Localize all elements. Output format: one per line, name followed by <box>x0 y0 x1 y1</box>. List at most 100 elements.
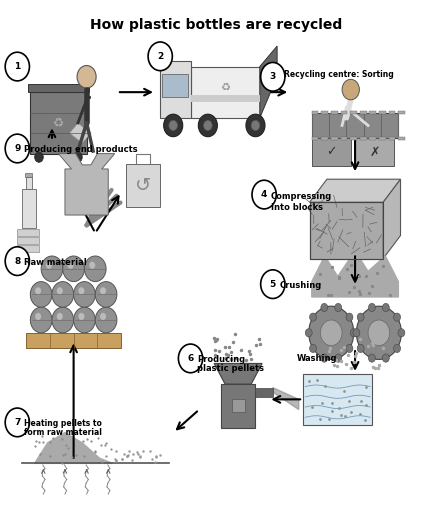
Circle shape <box>394 313 401 321</box>
Bar <box>360 137 367 140</box>
Bar <box>331 137 338 140</box>
Bar <box>126 164 160 207</box>
Circle shape <box>84 256 106 282</box>
Circle shape <box>89 262 95 269</box>
Text: ✓: ✓ <box>326 145 336 159</box>
Bar <box>255 388 273 397</box>
Circle shape <box>346 345 353 353</box>
Text: Compressing: Compressing <box>271 191 332 201</box>
Circle shape <box>198 114 217 137</box>
Bar <box>369 111 376 114</box>
Circle shape <box>357 313 364 321</box>
Circle shape <box>382 304 389 312</box>
Circle shape <box>35 152 43 162</box>
Text: Heating pellets to: Heating pellets to <box>24 419 102 428</box>
Circle shape <box>68 262 74 269</box>
Bar <box>321 137 328 140</box>
Circle shape <box>5 134 29 163</box>
Circle shape <box>57 287 63 294</box>
Bar <box>350 111 357 114</box>
Circle shape <box>342 79 359 100</box>
Circle shape <box>35 313 41 320</box>
Circle shape <box>5 247 29 275</box>
Bar <box>341 111 347 114</box>
Circle shape <box>357 345 364 353</box>
Bar <box>160 61 191 118</box>
Circle shape <box>310 345 317 353</box>
Text: 2: 2 <box>157 52 163 61</box>
Circle shape <box>164 114 183 137</box>
Circle shape <box>77 66 96 88</box>
Circle shape <box>30 282 52 307</box>
Bar <box>341 137 347 140</box>
Text: plastic pellets: plastic pellets <box>197 364 264 373</box>
Text: form raw material: form raw material <box>24 428 102 437</box>
Bar <box>379 137 386 140</box>
Circle shape <box>335 354 342 362</box>
Bar <box>22 189 36 228</box>
Polygon shape <box>312 251 398 297</box>
Circle shape <box>100 287 106 294</box>
Bar <box>369 137 376 140</box>
Text: Raw material: Raw material <box>24 258 87 267</box>
Circle shape <box>356 306 401 359</box>
Text: 7: 7 <box>14 418 20 427</box>
Text: ✗: ✗ <box>369 145 380 159</box>
Text: Crushing: Crushing <box>280 281 322 290</box>
Circle shape <box>169 120 178 131</box>
Bar <box>17 237 39 244</box>
Circle shape <box>368 320 390 346</box>
Circle shape <box>95 282 117 307</box>
Text: into blocks: into blocks <box>271 203 323 212</box>
Bar <box>398 137 405 140</box>
Circle shape <box>148 42 172 71</box>
Text: ♻: ♻ <box>220 82 230 92</box>
Circle shape <box>398 329 405 337</box>
Circle shape <box>78 313 84 320</box>
Text: 6: 6 <box>187 354 194 363</box>
Circle shape <box>353 329 360 337</box>
Circle shape <box>100 313 106 320</box>
Bar <box>232 399 245 412</box>
Circle shape <box>394 345 401 353</box>
Bar <box>379 111 386 114</box>
Circle shape <box>382 354 389 362</box>
Text: 9: 9 <box>14 144 20 153</box>
Circle shape <box>74 307 95 333</box>
Bar <box>26 333 121 348</box>
Circle shape <box>46 262 52 269</box>
Circle shape <box>368 354 375 362</box>
Bar <box>25 173 32 177</box>
Circle shape <box>261 270 285 298</box>
Circle shape <box>74 152 82 162</box>
Bar <box>321 111 328 114</box>
Text: ♻: ♻ <box>53 116 64 130</box>
Bar <box>162 74 188 97</box>
Circle shape <box>35 287 41 294</box>
Circle shape <box>41 256 63 282</box>
Circle shape <box>5 408 29 437</box>
Circle shape <box>346 313 353 321</box>
Text: How plastic bottles are recycled: How plastic bottles are recycled <box>90 18 343 32</box>
Bar <box>398 111 405 114</box>
Circle shape <box>57 313 63 320</box>
Text: 5: 5 <box>270 280 276 289</box>
Text: Washing: Washing <box>297 354 337 363</box>
Text: ↺: ↺ <box>135 176 151 195</box>
Circle shape <box>52 307 74 333</box>
Circle shape <box>78 287 84 294</box>
Bar <box>17 245 39 252</box>
Bar <box>310 202 383 259</box>
Polygon shape <box>214 364 262 384</box>
Circle shape <box>320 320 342 346</box>
Text: Producing: Producing <box>197 355 245 364</box>
Text: 8: 8 <box>14 257 20 266</box>
Bar <box>360 111 367 114</box>
Bar <box>312 113 398 138</box>
Circle shape <box>335 304 342 312</box>
Bar <box>17 229 39 236</box>
Text: Recycling centre: Sorting: Recycling centre: Sorting <box>284 70 393 79</box>
Bar <box>221 384 255 428</box>
Bar <box>26 177 32 189</box>
Polygon shape <box>273 388 299 410</box>
